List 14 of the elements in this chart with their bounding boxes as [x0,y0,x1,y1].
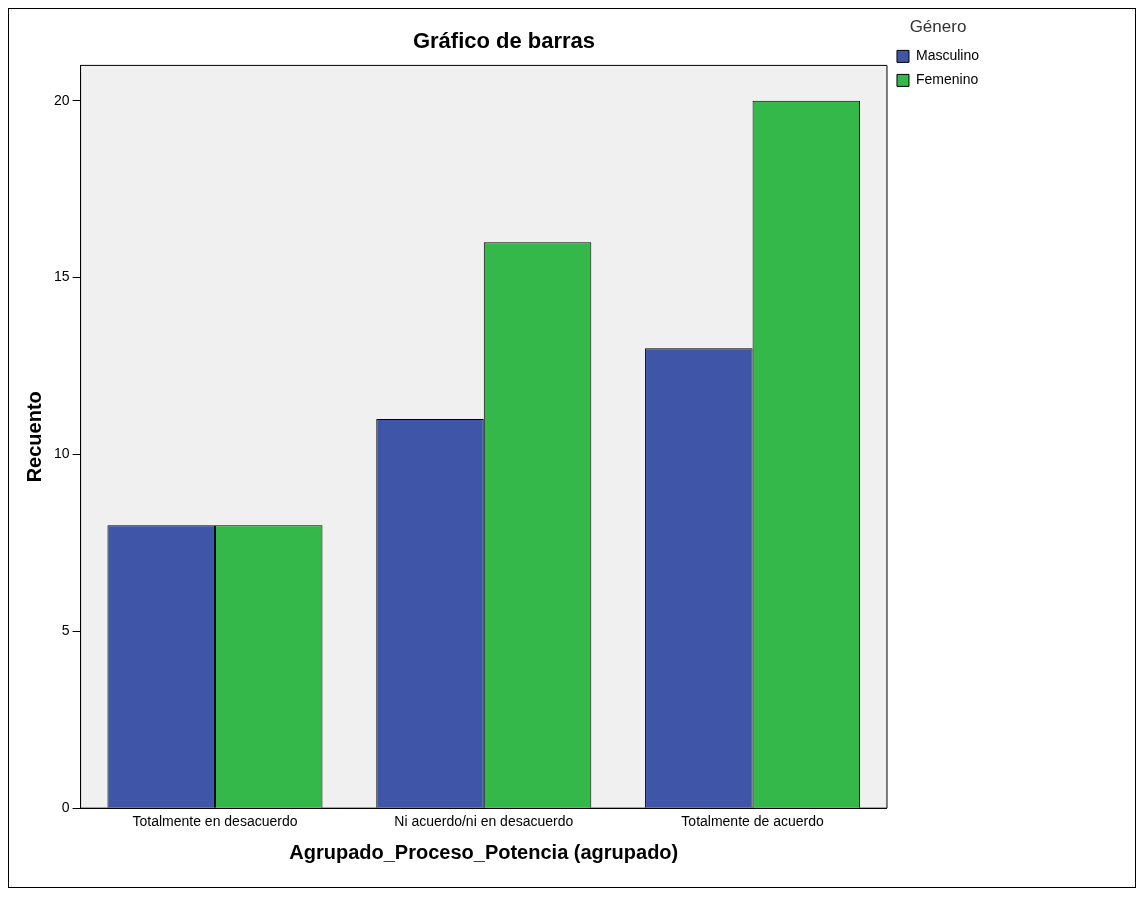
y-tick-label: 5 [61,622,70,639]
x-tick-label: Totalmente de acuerdo [681,813,824,830]
legend-title: Género [909,17,967,37]
x-tick-label: Ni acuerdo/ni en desacuerdo [394,813,574,830]
y-axis-title: Recuento [22,391,45,483]
chart-title: Gráfico de barras [412,28,596,54]
y-tick-label: 15 [53,268,70,285]
x-tick-label: Totalmente en desacuerdo [132,813,298,830]
y-tick-label: 10 [53,445,70,462]
legend-label: Masculino [915,47,980,64]
y-tick-label: 20 [53,91,70,108]
y-tick-label: 0 [61,799,70,816]
x-axis-title: Agrupado_Proceso_Potencia (agrupado) [289,840,679,863]
legend-label: Femenino [915,71,979,88]
